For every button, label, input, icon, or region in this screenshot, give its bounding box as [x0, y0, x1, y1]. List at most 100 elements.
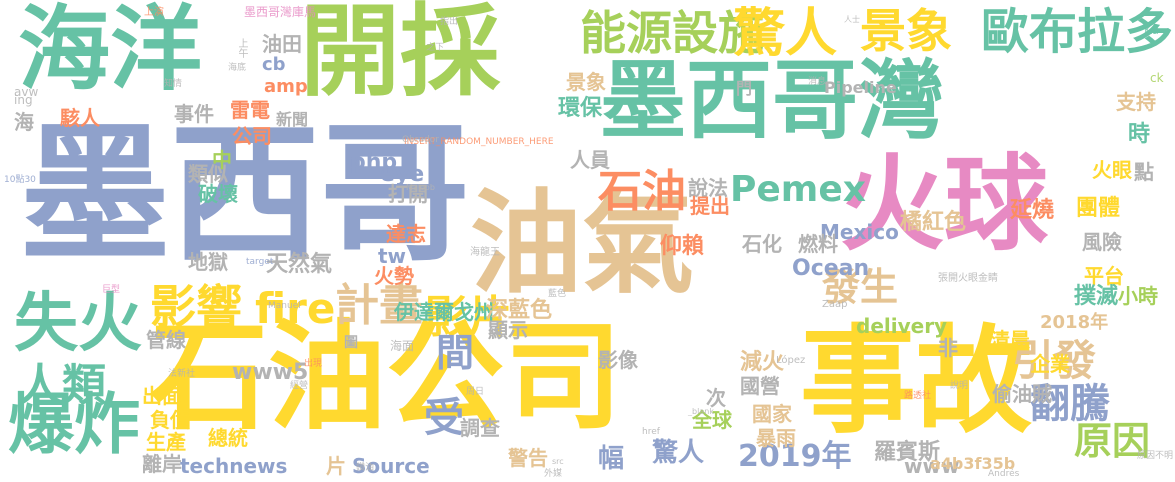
word-83: 顯示 — [488, 318, 528, 342]
word-86: 次 — [706, 386, 726, 410]
word-108: Obrador — [402, 135, 439, 145]
word-98: amp — [264, 76, 308, 97]
word-142: 周日 — [466, 387, 485, 397]
word-97: 雷電 — [230, 98, 270, 122]
word-70: tw — [378, 244, 407, 268]
word-109: href — [642, 427, 660, 437]
word-39: 風險 — [1082, 230, 1122, 254]
word-77: 中 — [212, 148, 232, 172]
word-68: 伊達爾戈州 — [394, 300, 494, 324]
word-78: 人員 — [570, 148, 610, 172]
word-29: 發生 — [822, 265, 899, 309]
word-27: 幅 — [598, 444, 625, 474]
word-63: 出面 — [142, 384, 182, 408]
word-105: 海面 — [390, 339, 415, 353]
word-60: 生產 — [146, 430, 186, 454]
word-18: 計畫 — [335, 280, 423, 331]
word-11: 驚人 — [733, 4, 838, 64]
word-131: 之下 — [426, 43, 445, 53]
word-137: 原因不明 — [1137, 451, 1174, 461]
word-101: 事件 — [174, 102, 214, 126]
word-28: 驚人 — [652, 438, 705, 468]
word-33: Mexico — [820, 220, 899, 244]
word-111: Andrés — [988, 469, 1020, 479]
word-17: fire — [255, 284, 336, 333]
word-8: 失火 — [14, 287, 142, 361]
word-127: 上午 — [236, 38, 247, 58]
word-3: 油氣 — [470, 179, 694, 309]
word-130: 人士 — [844, 15, 860, 24]
word-2: 火球 — [840, 143, 1049, 265]
word-128: 上演 — [144, 7, 164, 18]
word-50: 暴雨 — [756, 426, 796, 450]
word-55: 調查 — [460, 416, 500, 440]
word-37: 延燒 — [1010, 198, 1055, 223]
word-114: target — [246, 257, 274, 267]
word-30: Ocean — [792, 256, 870, 281]
word-74: php — [350, 150, 398, 175]
word-135: 出現 — [304, 359, 323, 369]
word-0: 墨西哥 — [20, 108, 471, 282]
word-121: Maloob — [406, 183, 435, 192]
word-90: 支持 — [1116, 90, 1156, 114]
word-85: 全球 — [692, 408, 732, 432]
word-25: 間 — [436, 331, 475, 375]
word-71: 達志 — [386, 222, 426, 246]
word-89: 時 — [1128, 122, 1151, 147]
word-22: 翻騰 — [1030, 381, 1110, 427]
word-15: Pemex — [730, 169, 866, 210]
word-38: 團體 — [1076, 196, 1121, 221]
word-84: 影像 — [598, 348, 638, 372]
word-59: 離岸 — [142, 452, 182, 476]
word-116: src — [552, 457, 564, 466]
word-44: 偷油賊 — [992, 382, 1052, 406]
word-117: Ku — [1144, 23, 1159, 37]
word-58: technews — [180, 454, 288, 478]
word-143: 消息 — [808, 77, 827, 87]
word-93: 環保 — [558, 96, 603, 121]
word-64: www5 — [232, 360, 309, 385]
word-119: avw — [14, 85, 39, 99]
word-54: 警告 — [508, 446, 548, 470]
word-31: delivery — [856, 314, 948, 338]
word-52: www — [904, 454, 960, 478]
word-10: 能源設施 — [580, 6, 764, 60]
word-123: 路透社 — [904, 391, 932, 401]
word-106: 海龍王 — [470, 247, 500, 258]
word-1: 墨西哥灣 — [600, 51, 944, 151]
word-9: 爆炸 — [8, 386, 140, 463]
word-82: 深藍色 — [486, 298, 553, 323]
word-81: 仰賴 — [660, 234, 705, 259]
word-5: 事故 — [800, 314, 1032, 449]
word-61: 總統 — [208, 426, 248, 450]
word-92: 門 — [733, 80, 752, 96]
word-129: 指出 — [440, 17, 459, 27]
word-76: 破壞 — [198, 182, 238, 206]
word-134: 經營 — [290, 381, 309, 391]
word-65: 天然氣 — [266, 252, 333, 277]
word-66: 地獄 — [188, 250, 228, 274]
word-96: 新聞 — [276, 110, 309, 129]
word-20: 人類 — [18, 360, 106, 411]
word-88: 點 — [1134, 160, 1154, 184]
word-118: ck — [1150, 71, 1164, 85]
word-69: 火勢 — [374, 264, 414, 288]
word-120: ing — [14, 93, 33, 107]
word-40: 平台 — [1084, 264, 1124, 288]
word-80: 提出 — [690, 194, 730, 218]
word-19: 影片 — [424, 292, 512, 343]
word-107: INSERT_RANDOM_NUMBER_HERE — [404, 137, 554, 147]
word-125: 10點30 — [4, 175, 36, 185]
word-91: Pipeline — [824, 78, 897, 97]
word-133: 海底 — [228, 63, 247, 73]
word-94: 景象 — [566, 70, 606, 94]
word-132: 知情 — [164, 79, 183, 89]
word-113: _blank — [688, 407, 714, 416]
word-104: 圖 — [344, 335, 358, 351]
word-103: 海 — [14, 110, 34, 134]
word-41: 撲滅 — [1074, 284, 1119, 309]
word-53: a4b3f35b — [930, 454, 1016, 473]
word-140: 藍色 — [548, 289, 567, 299]
word-34: 燃料 — [798, 232, 838, 256]
word-100: 油田 — [262, 32, 302, 56]
